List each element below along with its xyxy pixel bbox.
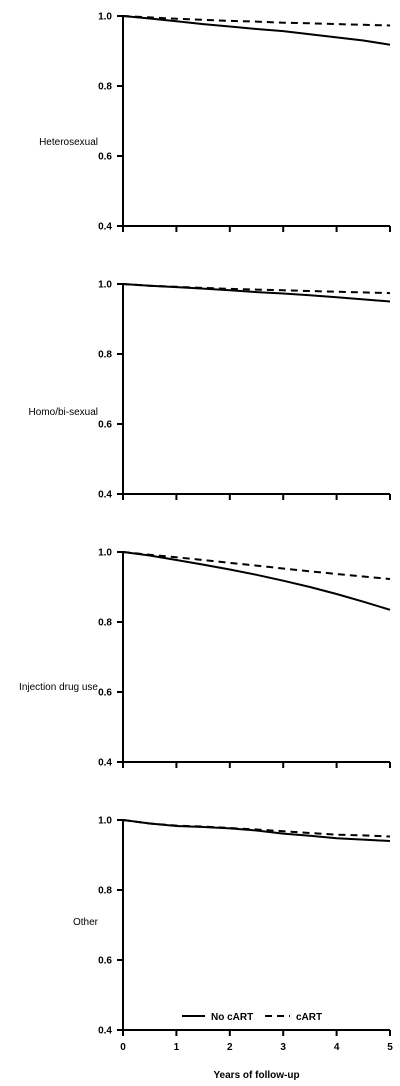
y-tick-label: 1.0 <box>98 816 112 827</box>
y-tick-label: 0.8 <box>98 350 112 361</box>
y-tick-label: 0.8 <box>98 618 112 629</box>
y-tick-label: 0.8 <box>98 886 112 897</box>
y-tick-label: 0.4 <box>98 222 112 233</box>
y-tick-label: 0.6 <box>98 420 112 431</box>
x-tick-label: 1 <box>174 1042 180 1053</box>
panel-label: Heterosexual <box>39 137 98 148</box>
y-tick-label: 1.0 <box>98 12 112 23</box>
legend-label-no-cart: No cART <box>211 1012 253 1023</box>
y-tick-label: 0.4 <box>98 758 112 769</box>
y-tick-label: 0.6 <box>98 688 112 699</box>
series-line-cart <box>122 551 391 580</box>
x-tick-label: 4 <box>334 1042 340 1053</box>
y-tick-label: 0.4 <box>98 490 112 501</box>
series-line-cart <box>122 283 391 295</box>
y-tick-label: 0.6 <box>98 152 112 163</box>
legend-label-cart: cART <box>296 1012 322 1023</box>
x-tick-label: 0 <box>120 1042 126 1053</box>
series-line-no-cart <box>122 283 391 303</box>
x-axis-title: Years of follow-up <box>213 1070 299 1081</box>
series-line-cart <box>122 819 391 838</box>
x-tick-label: 5 <box>387 1042 393 1053</box>
panel-label: Other <box>73 917 99 928</box>
panel-label: Homo/bi-sexual <box>29 407 98 418</box>
x-tick-label: 2 <box>227 1042 233 1053</box>
series-line-cart <box>122 15 391 27</box>
y-tick-label: 0.4 <box>98 1026 112 1037</box>
series-line-no-cart <box>122 551 391 611</box>
y-tick-label: 0.6 <box>98 956 112 967</box>
y-tick-label: 1.0 <box>98 548 112 559</box>
y-tick-label: 1.0 <box>98 280 112 291</box>
panel-label: Injection drug use <box>19 682 98 693</box>
x-tick-label: 3 <box>280 1042 286 1053</box>
series-line-no-cart <box>122 15 391 46</box>
y-tick-label: 0.8 <box>98 82 112 93</box>
